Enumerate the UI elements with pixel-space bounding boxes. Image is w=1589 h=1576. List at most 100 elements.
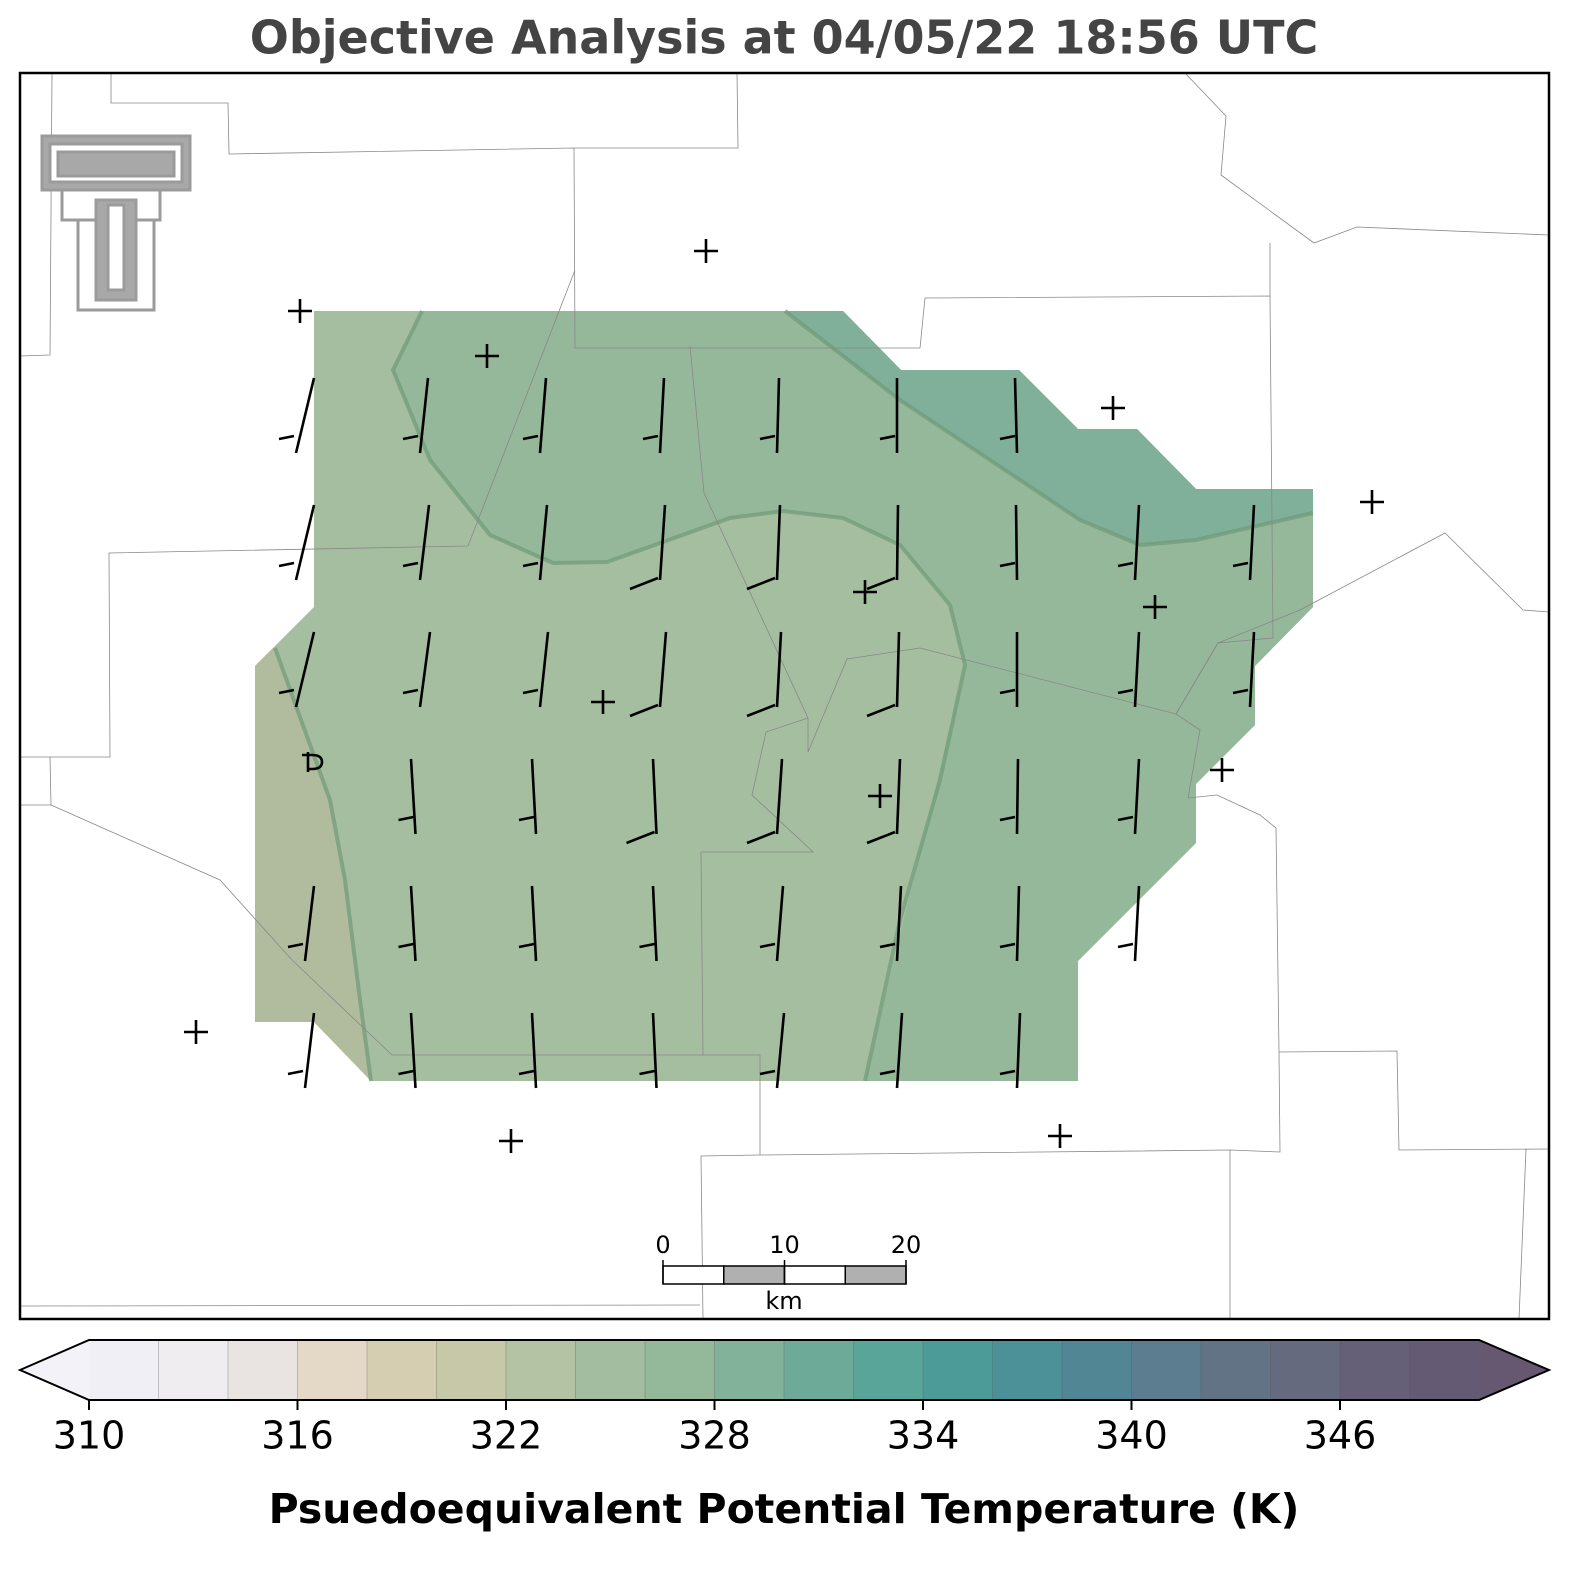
wind-barb [294,377,316,454]
map-frame [18,71,1551,1321]
barb-flag [278,434,295,441]
wind-barb [1133,631,1141,708]
contour-line [273,647,373,1082]
colorbar-segment [714,1340,785,1400]
colorbar-extend [20,1340,89,1400]
map-area [20,73,1549,1319]
colorbar-tick-label: 310 [53,1414,126,1458]
barb-flag [999,1069,1016,1076]
barb-flag [522,561,539,568]
wind-barb [538,631,550,708]
wind-barb [1013,377,1019,454]
wind-barb [530,885,538,962]
colorbar-label: Psuedoequivalent Potential Temperature (… [269,1485,1300,1533]
colorbar-segment [992,1340,1063,1400]
barb-flag [287,942,304,949]
barb-flag [402,688,419,695]
barb-flag [642,434,659,441]
county-line [1184,73,1549,244]
wind-barb [530,1012,538,1089]
colorbar-segment [923,1340,993,1400]
barb-flag [1232,561,1249,568]
scale-bar: km 0 10 20 [655,1231,921,1315]
colorbar-segment [367,1340,437,1400]
barb-flag [522,688,539,695]
wind-barb [418,504,431,581]
colorbar-segment [1131,1340,1202,1400]
colorbar-tick-label: 328 [678,1414,751,1458]
colorbar-extend [1479,1340,1549,1400]
barb-flag [278,688,295,695]
barb-flag [402,561,419,568]
colorbar-segment [228,1340,298,1400]
scale-tick-label: 10 [769,1231,800,1259]
wind-barb [1014,504,1019,581]
colorbar-segment [506,1340,576,1400]
station [1048,1124,1072,1148]
wind-barb [409,885,417,962]
county-line [1187,794,1549,1151]
colorbar-segment [297,1340,368,1400]
barb-flag [746,576,776,591]
scale-segment [783,1265,846,1285]
colorbar-tick-label: 340 [1095,1414,1168,1458]
wind-barb [658,504,667,581]
county-line [807,647,1177,753]
barb-flag [866,830,896,845]
wind-barb [538,377,548,454]
barb-flag [1117,815,1134,822]
wind-barb [775,504,782,581]
ttu-logo [40,134,192,312]
colorbar-segment [89,1340,159,1400]
wind-barb [409,1012,417,1089]
barb-flag [402,434,419,441]
wind-barb [651,1012,658,1089]
colorbar-segment [1270,1340,1341,1400]
wind-barb [1133,758,1141,835]
station [499,1129,523,1153]
wind-barb [294,631,316,708]
wind-barb [658,631,668,708]
wind-barb [895,885,903,962]
wind-barb [895,504,900,581]
contour-line [390,310,968,1082]
scale-segment [662,1265,725,1285]
station [1210,758,1234,782]
barb-flag [746,830,776,845]
wind-barb [1248,631,1256,708]
county-line [20,269,576,758]
barb-flag [759,434,776,441]
county-line [50,804,761,1155]
contour-line [783,309,1314,548]
wind-barb [303,885,316,962]
wind-barb [1015,885,1021,962]
title: Objective Analysis at 04/05/22 18:56 UTC [250,11,1319,65]
station [1143,595,1167,619]
county-line [1518,1148,1527,1319]
barb-flag [629,576,659,591]
barb-flag [398,815,414,822]
barb-flag [1117,942,1134,949]
wind-barb [1133,504,1141,581]
station [1360,490,1384,514]
barb-flag [1232,688,1249,695]
wind-barbs [278,377,1256,1089]
colorbar-tick-label: 346 [1304,1414,1377,1458]
wind-barb [895,1012,904,1089]
field-fill [255,600,371,1081]
county-line [1175,532,1549,715]
barb-flag [639,942,655,949]
wind-barb [775,1012,786,1089]
barb-flag [639,1069,655,1076]
wind-barb [895,631,901,708]
barb-flag [999,942,1016,949]
barb-flag [522,434,539,441]
wind-barb [530,758,538,835]
wind-barb [1015,1012,1022,1089]
barb-flag [398,1069,414,1076]
colorbar-tick-label: 316 [261,1414,334,1458]
station [288,299,312,323]
barb-flag [759,1069,776,1076]
colorbar-segment [784,1340,854,1400]
station [853,580,877,604]
